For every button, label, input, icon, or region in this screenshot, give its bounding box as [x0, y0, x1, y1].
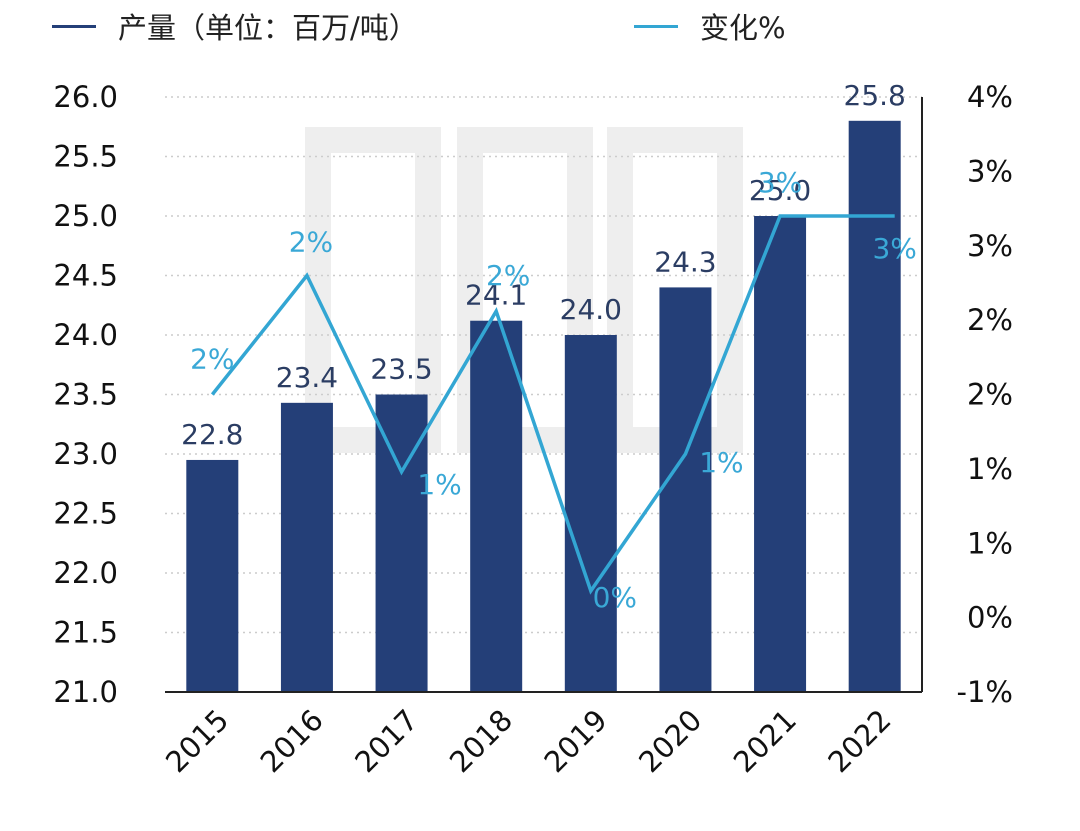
x-tick-label: 2021	[727, 703, 803, 779]
line-path	[210, 214, 895, 595]
left-tick-label: 26.0	[53, 80, 118, 114]
left-tick-label: 24.5	[53, 259, 118, 293]
watermark-shape	[457, 127, 593, 453]
legend-swatch-line	[634, 24, 678, 28]
watermark-shape	[305, 127, 441, 453]
left-tick-label: 25.0	[53, 199, 118, 233]
left-tick-label: 22.5	[53, 497, 118, 531]
bar-label: 24.1	[465, 279, 527, 312]
bar	[659, 287, 712, 692]
right-tick-label: 3%	[967, 154, 1013, 188]
left-tick-label: 21.0	[53, 675, 118, 709]
x-tick-label: 2016	[254, 703, 330, 779]
left-tick-label: 25.5	[53, 140, 118, 174]
bar	[280, 402, 333, 692]
legend-item-production: 产量（单位：百万/吨）	[52, 6, 418, 46]
left-tick-label: 23.0	[53, 437, 118, 471]
x-tick-label: 2017	[348, 703, 424, 779]
bar-label: 25.0	[749, 174, 811, 207]
bar	[848, 120, 901, 693]
bar	[186, 459, 239, 692]
line-label: 0%	[593, 581, 637, 614]
bar-label: 22.8	[181, 418, 243, 451]
bar	[564, 335, 617, 692]
legend-label-production: 产量（单位：百万/吨）	[118, 11, 418, 45]
right-tick-label: 1%	[967, 526, 1013, 560]
axes	[165, 97, 923, 693]
bar-label: 24.3	[654, 245, 716, 278]
right-tick-label: 2%	[967, 378, 1013, 412]
line-label: 2%	[289, 226, 333, 259]
x-tick-label: 2015	[159, 703, 235, 779]
bar	[470, 320, 523, 692]
right-tick-label: -1%	[957, 675, 1013, 709]
line-label: 1%	[699, 446, 743, 479]
right-tick-label: 3%	[967, 229, 1013, 263]
left-tick-label: 21.5	[53, 616, 118, 650]
right-tick-label: 2%	[967, 303, 1013, 337]
left-tick-label: 24.0	[53, 318, 118, 352]
left-axis-ticks: 21.0 21.5 22.0 22.5 23.0 23.5 24.0 24.5 25.0 25.5…	[53, 80, 118, 709]
line-data-labels: 2% 2% 1% 2% 0% 1% 3% 3%	[190, 166, 917, 614]
x-axis-ticks: 2015 2016 2017 2018 2019 2020 2021 2022	[159, 703, 898, 779]
left-tick-label: 23.5	[53, 378, 118, 412]
line-series	[210, 214, 895, 595]
bar-label: 23.4	[276, 361, 338, 394]
bar-label: 24.0	[560, 293, 622, 326]
x-tick-label: 2019	[538, 703, 614, 779]
left-tick-label: 22.0	[53, 556, 118, 590]
bar-label: 23.5	[370, 353, 432, 386]
legend-item-change: 变化%	[634, 6, 786, 46]
bar-data-labels: 22.8 23.4 23.5 24.1 24.0 24.3 25.0 25.8	[181, 79, 906, 451]
right-tick-label: 0%	[967, 601, 1013, 635]
bar-label: 25.8	[844, 79, 906, 112]
legend-swatch-bar	[52, 24, 96, 28]
line-label: 2%	[486, 259, 530, 292]
legend-label-change: 变化%	[700, 11, 786, 45]
x-tick-label: 2018	[443, 703, 519, 779]
line-label: 2%	[190, 343, 234, 376]
x-tick-label: 2020	[632, 703, 708, 779]
x-tick-label: 2022	[821, 703, 897, 779]
line-label: 1%	[417, 468, 461, 501]
line-label: 3%	[758, 166, 802, 199]
bar	[754, 216, 807, 692]
right-axis-ticks: -1% 0% 1% 1% 2% 2% 3% 3% 4%	[957, 80, 1013, 709]
right-tick-label: 1%	[967, 452, 1013, 486]
line-label: 3%	[872, 232, 916, 265]
right-tick-label: 4%	[967, 80, 1013, 114]
